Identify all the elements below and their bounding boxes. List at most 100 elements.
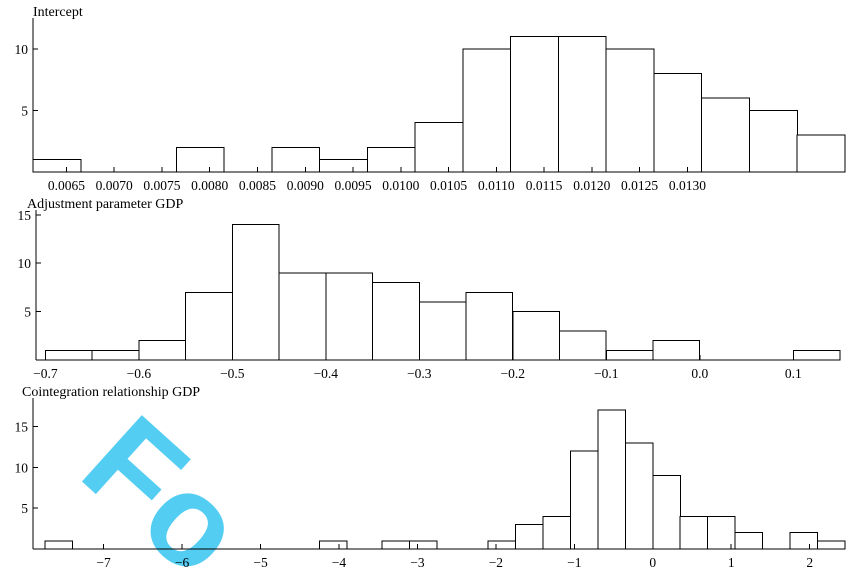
x-tick-label-intercept-0p007: 0.0070 — [96, 178, 133, 193]
bar-adjustment-parameter-3 — [185, 291, 233, 361]
bar-cointegration-relationship-16 — [817, 540, 846, 550]
x-tick-label-cointegration-relationship-m6: −6 — [175, 555, 190, 570]
x-tick-label-adjustment-parameter-0: 0.0 — [691, 366, 708, 381]
x-tick-label-intercept-0p01: 0.0100 — [382, 178, 419, 193]
bar-intercept-11 — [557, 36, 607, 173]
bar-intercept-14 — [701, 97, 751, 173]
x-tick-label-adjustment-parameter-m0p7: −0.7 — [33, 366, 58, 381]
bar-adjustment-parameter-0 — [44, 349, 93, 361]
bar-intercept-13 — [653, 72, 703, 173]
bar-adjustment-parameter-5 — [278, 272, 327, 361]
x-tick-label-cointegration-relationship-1: 1 — [728, 555, 735, 570]
bar-cointegration-relationship-15 — [789, 532, 819, 550]
y-tick-label-intercept-5: 5 — [21, 103, 28, 118]
bar-cointegration-relationship-13 — [734, 532, 764, 550]
bar-cointegration-relationship-8 — [597, 409, 626, 550]
panel-title-intercept: Intercept — [33, 5, 83, 20]
bar-cointegration-relationship-4 — [487, 540, 516, 550]
x-tick-label-intercept-0p0075: 0.0075 — [143, 178, 180, 193]
x-tick-label-intercept-0p0115: 0.0115 — [526, 178, 563, 193]
y-tick-label-adjustment-parameter-5: 5 — [24, 305, 31, 320]
y-axis-intercept: 5 10 — [15, 18, 38, 172]
x-tick-label-intercept-0p0065: 0.0065 — [48, 178, 85, 193]
bar-intercept-0 — [32, 159, 82, 173]
x-tick-label-adjustment-parameter-m0p5: −0.5 — [220, 366, 245, 381]
watermark-text: Fo — [57, 388, 273, 576]
bar-cointegration-relationship-9 — [624, 442, 654, 550]
x-tick-label-cointegration-relationship-m7: −7 — [96, 555, 111, 570]
panel-intercept: Intercept 0.0065 0.0070 0.0075 0.0080 0.0085… — [15, 5, 846, 193]
x-tick-label-cointegration-relationship-m3: −3 — [410, 555, 425, 570]
x-tick-label-adjustment-parameter-m0p6: −0.6 — [127, 366, 152, 381]
x-tick-label-cointegration-relationship-2: 2 — [806, 555, 813, 570]
x-tick-label-cointegration-relationship-m4: −4 — [332, 555, 347, 570]
x-tick-label-intercept-0p0085: 0.0085 — [239, 178, 276, 193]
bar-adjustment-parameter-13 — [652, 340, 701, 361]
bar-adjustment-parameter-9 — [465, 291, 514, 361]
bar-adjustment-parameter-4 — [231, 224, 280, 361]
bar-adjustment-parameter-2 — [138, 340, 187, 361]
x-tick-label-intercept-0p013: 0.0130 — [669, 178, 706, 193]
y-tick-label-cointegration-relationship-5: 5 — [21, 501, 28, 516]
panel-title-adjustment-parameter: Adjustment parameter GDP — [27, 197, 184, 212]
panel-cointegration-relationship: Cointegration relationship GDP −7 −6 −5 −4−… — [15, 385, 846, 570]
bars-adjustment-parameter — [44, 224, 841, 361]
bar-adjustment-parameter-8 — [418, 301, 467, 361]
x-tick-label-cointegration-relationship-m1: −1 — [567, 555, 581, 570]
bar-cointegration-relationship-5 — [515, 524, 544, 550]
bar-intercept-10 — [510, 36, 559, 173]
panel-adjustment-parameter: Adjustment parameter GDP −0.7 −0.6 −0.5 −0.… — [18, 197, 841, 381]
bars-cointegration-relationship — [44, 409, 846, 550]
bar-cointegration-relationship-6 — [542, 515, 571, 550]
x-tick-label-adjustment-parameter-m0p1: −0.1 — [594, 366, 619, 381]
bar-intercept-16 — [796, 134, 846, 173]
x-tick-label-adjustment-parameter-m0p3: −0.3 — [407, 366, 432, 381]
bar-intercept-7 — [366, 146, 416, 173]
x-tick-label-intercept-0p0105: 0.0105 — [430, 178, 467, 193]
y-axis-cointegration-relationship: 5 10 15 — [15, 398, 38, 549]
bar-cointegration-relationship-0 — [44, 540, 73, 550]
bar-adjustment-parameter-6 — [325, 272, 373, 361]
bar-intercept-6 — [319, 159, 368, 173]
bar-cointegration-relationship-11 — [679, 515, 709, 550]
bar-cointegration-relationship-3 — [409, 540, 438, 550]
bar-adjustment-parameter-1 — [91, 349, 140, 361]
bar-adjustment-parameter-16 — [792, 349, 841, 361]
x-axis-cointegration-relationship: −7 −6 −5 −4 −3 −2 −1 0 1 2 — [33, 544, 845, 570]
x-axis-intercept: 0.0065 0.0070 0.0075 0.0080 0.0085 0.0090 0.00… — [33, 167, 845, 193]
x-tick-label-adjustment-parameter-0p1: 0.1 — [785, 366, 802, 381]
x-tick-label-cointegration-relationship-m5: −5 — [253, 555, 268, 570]
x-tick-label-intercept-0p008: 0.0080 — [191, 178, 228, 193]
x-tick-label-intercept-0p009: 0.0090 — [287, 178, 324, 193]
x-tick-label-intercept-0p0125: 0.0125 — [621, 178, 658, 193]
bar-cointegration-relationship-7 — [569, 450, 599, 550]
bar-adjustment-parameter-7 — [372, 282, 420, 361]
x-tick-label-adjustment-parameter-m0p2: −0.2 — [501, 366, 526, 381]
bar-cointegration-relationship-12 — [707, 515, 736, 550]
bar-intercept-15 — [749, 109, 798, 173]
x-tick-label-intercept-0p012: 0.0120 — [573, 178, 610, 193]
bar-intercept-8 — [414, 122, 464, 173]
bar-intercept-12 — [605, 48, 655, 173]
bar-intercept-3 — [175, 146, 225, 173]
x-tick-label-cointegration-relationship-0: 0 — [649, 555, 656, 570]
bar-cointegration-relationship-2 — [381, 540, 411, 550]
x-tick-label-adjustment-parameter-m0p4: −0.4 — [314, 366, 339, 381]
panel-title-cointegration-relationship: Cointegration relationship GDP — [22, 385, 200, 400]
x-tick-label-cointegration-relationship-m2: −2 — [489, 555, 503, 570]
x-axis-adjustment-parameter: −0.7 −0.6 −0.5 −0.4 −0.3 −0.2 −0.1 0.0 0.1 — [33, 355, 840, 381]
bar-adjustment-parameter-10 — [512, 311, 560, 361]
bars-intercept — [32, 36, 846, 173]
y-axis-adjustment-parameter: 5 10 15 — [18, 208, 41, 360]
bar-adjustment-parameter-12 — [605, 349, 654, 361]
bar-adjustment-parameter-11 — [559, 330, 607, 361]
bar-cointegration-relationship-10 — [652, 475, 681, 550]
y-tick-label-adjustment-parameter-10: 10 — [18, 256, 32, 271]
y-tick-label-adjustment-parameter-15: 15 — [18, 208, 32, 223]
x-tick-label-intercept-0p0095: 0.0095 — [334, 178, 371, 193]
bar-cointegration-relationship-1 — [318, 540, 348, 550]
y-tick-label-cointegration-relationship-10: 10 — [15, 460, 29, 475]
y-tick-label-intercept-10: 10 — [15, 42, 29, 57]
bar-intercept-5 — [271, 146, 321, 173]
